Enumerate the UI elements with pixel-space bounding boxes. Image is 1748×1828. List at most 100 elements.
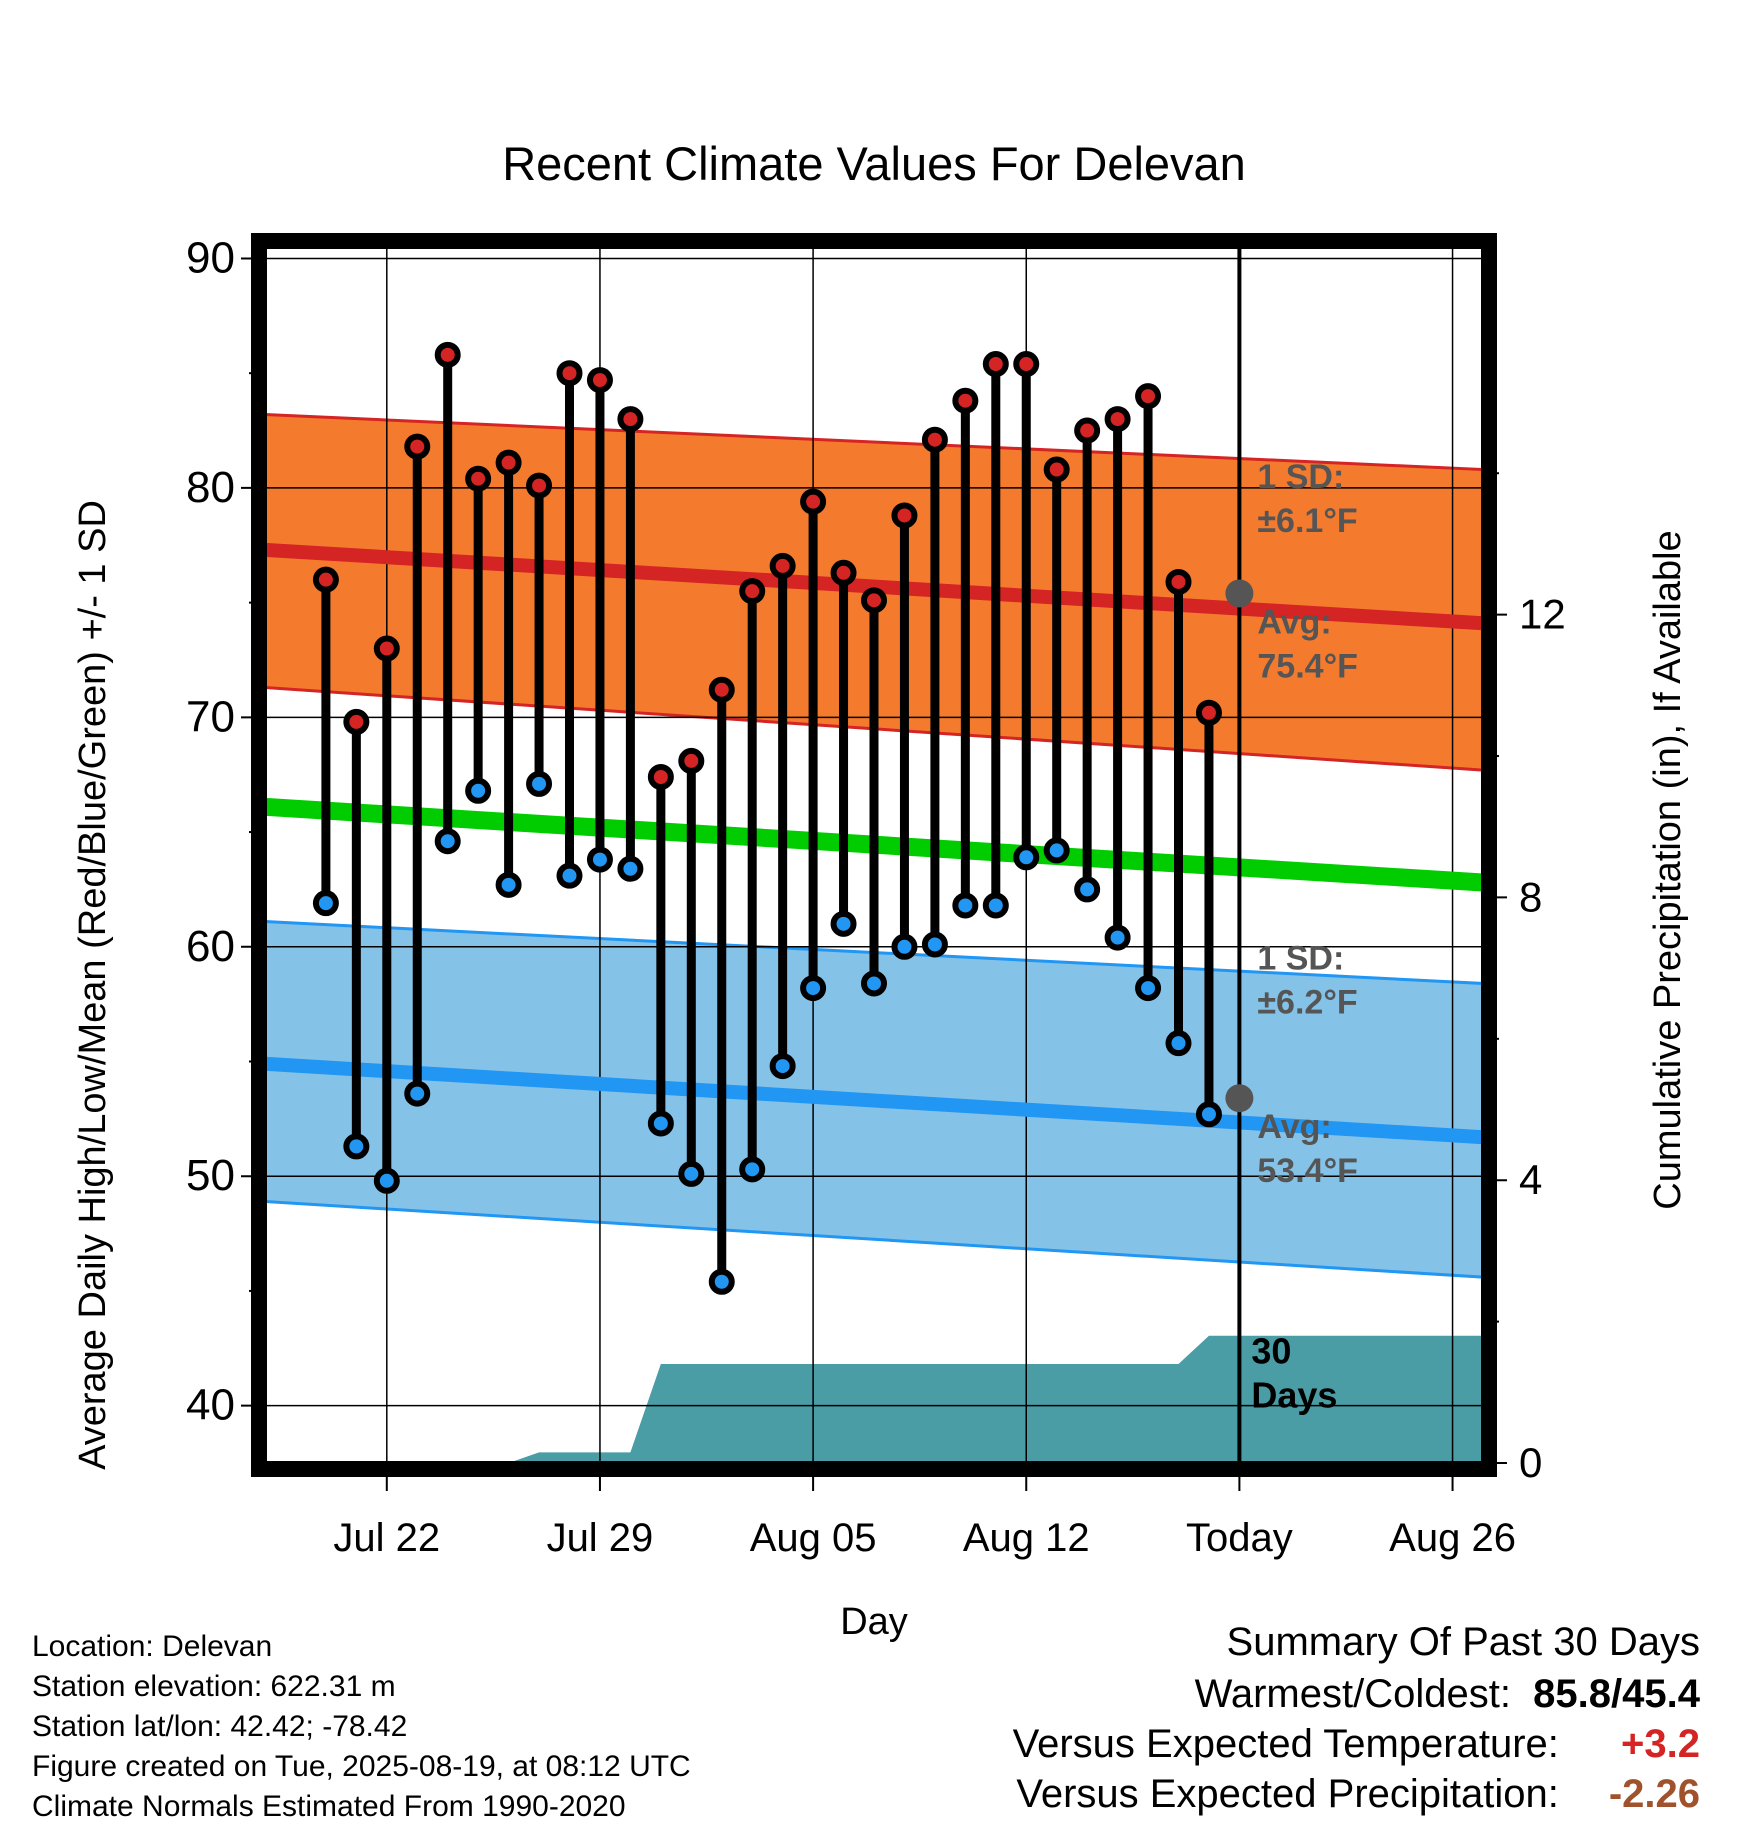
temp-label: Versus Expected Temperature: [1012, 1722, 1559, 1766]
daily-high-point [952, 387, 979, 414]
daily-high-point [617, 406, 644, 433]
daily-low-point [1074, 876, 1101, 903]
warmest-label: Warmest/Coldest: [1194, 1672, 1511, 1716]
x-tick-label: Aug 12 [963, 1516, 1090, 1560]
daily-high-point [556, 360, 583, 387]
precip-area [265, 1335, 1483, 1463]
y-axis-label: Average Daily High/Low/Mean (Red/Blue/Gr… [72, 500, 114, 1470]
x-tick-label: Jul 22 [333, 1516, 440, 1560]
low-normal-line [264, 1056, 1484, 1145]
daily-low-point [952, 892, 979, 919]
x-tick-label: Jul 29 [547, 1516, 654, 1560]
daily-low-point [312, 890, 339, 917]
daily-high-point [373, 635, 400, 662]
daily-high-point [1165, 568, 1192, 595]
daily-low-point [617, 855, 644, 882]
y-tick-label: 50 [186, 1151, 235, 1200]
info-created: Figure created on Tue, 2025-08-19, at 08… [32, 1750, 691, 1783]
daily-low-point [708, 1268, 735, 1295]
daily-low-point [495, 871, 522, 898]
summary-warmest-row: Warmest/Coldest: 85.8/45.4 [1195, 1672, 1700, 1717]
daily-low-point [861, 970, 887, 997]
x-tick-label: Aug 26 [1389, 1516, 1516, 1560]
daily-low-point [739, 1156, 766, 1183]
daily-low-point [526, 770, 553, 797]
daily-low-point [343, 1133, 370, 1160]
daily-high-point [708, 676, 735, 703]
daily-high-point [739, 578, 766, 605]
daily-high-point [1135, 383, 1162, 410]
high-normal-line [264, 542, 1484, 631]
info-normals: Climate Normals Estimated From 1990-2020 [32, 1790, 626, 1823]
info-location: Location: Delevan [32, 1630, 273, 1663]
x-tick-label: Aug 05 [750, 1516, 877, 1560]
low-sd-label: 1 SD: [1257, 940, 1344, 978]
daily-high-point [830, 559, 857, 586]
y2-axis-label: Cumulative Precipitation (in), If Availa… [1647, 530, 1689, 1209]
y2-tick-label: 12 [1519, 591, 1566, 638]
temp-value: +3.2 [1621, 1722, 1700, 1766]
y-tick-label: 70 [186, 692, 235, 741]
daily-high-point [800, 488, 827, 515]
y-tick-label: 80 [186, 463, 235, 512]
daily-low-point [891, 933, 918, 960]
daily-high-point [678, 747, 705, 774]
daily-high-point [891, 502, 918, 529]
daily-low-point [982, 892, 1009, 919]
y-tick-label: 40 [186, 1381, 235, 1430]
daily-low-point [465, 777, 492, 804]
daily-high-point [495, 449, 522, 476]
daily-low-point [1104, 924, 1131, 951]
daily-high-point [1013, 351, 1040, 378]
today-low-avg-marker [1225, 1084, 1254, 1113]
daily-high-point [312, 566, 339, 593]
daily-low-point [1165, 1030, 1192, 1057]
daily-high-point [404, 433, 431, 460]
x-tick-label: Today [1186, 1516, 1293, 1560]
daily-low-point [830, 910, 857, 937]
daily-low-point [678, 1160, 705, 1187]
high-avg-value: 75.4°F [1257, 647, 1358, 685]
precip-value: -2.26 [1608, 1772, 1700, 1816]
daily-low-point [556, 862, 583, 889]
daily-low-point [404, 1080, 431, 1107]
high-avg-label: Avg: [1257, 603, 1331, 641]
y-tick-label: 60 [186, 922, 235, 971]
daily-high-point [861, 587, 887, 614]
period-count-label: 30 [1251, 1331, 1291, 1372]
daily-high-point [921, 426, 948, 453]
y2-tick-label: 8 [1519, 873, 1542, 920]
daily-low-point [434, 828, 461, 855]
summary-title: Summary Of Past 30 Days [1226, 1620, 1700, 1664]
y2-tick-label: 4 [1519, 1156, 1542, 1203]
high-sd-value: ±6.1°F [1257, 502, 1357, 540]
daily-high-point [1104, 406, 1131, 433]
summary-precip-row: Versus Expected Precipitation: -2.26 [1016, 1772, 1700, 1817]
info-elevation: Station elevation: 622.31 m [32, 1670, 396, 1703]
today-high-avg-marker [1225, 579, 1254, 608]
summary-temp-row: Versus Expected Temperature: +3.2 [1013, 1722, 1700, 1767]
daily-low-point [800, 975, 827, 1002]
daily-high-point [1074, 417, 1101, 444]
daily-high-point [982, 351, 1009, 378]
daily-high-point [769, 552, 796, 579]
daily-low-point [1013, 844, 1040, 871]
daily-low-point [586, 846, 613, 873]
daily-high-point [434, 341, 461, 368]
precip-label: Versus Expected Precipitation: [1016, 1772, 1559, 1816]
daily-high-point [586, 367, 613, 394]
period-unit-label: Days [1251, 1375, 1337, 1416]
daily-high-point [465, 465, 492, 492]
daily-high-point [1043, 456, 1070, 483]
y2-tick-label: 0 [1519, 1439, 1542, 1486]
daily-low-point [1195, 1101, 1222, 1128]
daily-low-point [921, 931, 948, 958]
daily-low-point [1135, 975, 1162, 1002]
low-avg-label: Avg: [1257, 1108, 1331, 1146]
daily-low-point [1043, 837, 1070, 864]
y-tick-label: 90 [186, 233, 235, 282]
daily-high-point [343, 708, 370, 735]
plot-area: 1 SD: ±6.1°F Avg: 75.4°F 1 SD: ±6.2°F Avg: 53.4… [186, 233, 1566, 1560]
plot-frame [251, 233, 1497, 1477]
